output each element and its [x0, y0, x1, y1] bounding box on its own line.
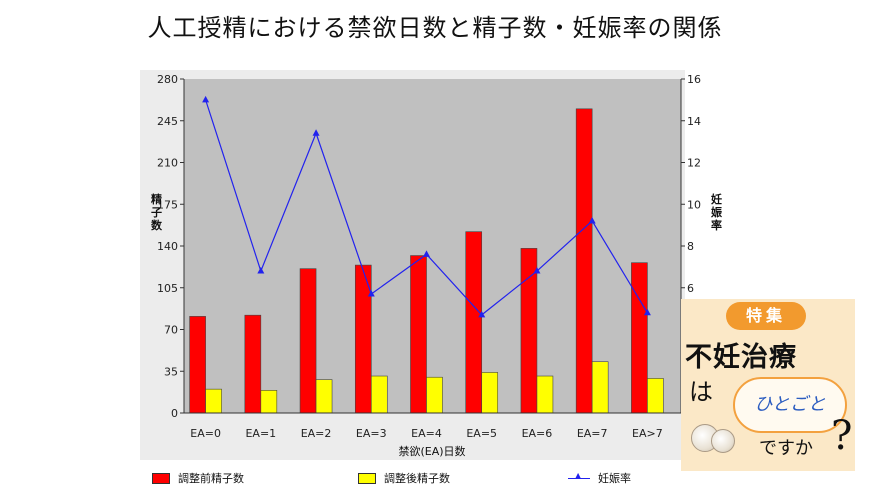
- x-tick-label: EA=5: [466, 427, 497, 440]
- x-tick-label: EA=3: [356, 427, 387, 440]
- rate-point: [312, 129, 320, 136]
- legend-item-before: 調整前精子数: [152, 470, 244, 486]
- rate-point: [423, 250, 430, 257]
- y-axis-label: 精子数: [151, 192, 163, 232]
- rate-point: [478, 310, 486, 318]
- rate-point: [367, 290, 375, 297]
- rate-point: [202, 95, 210, 103]
- cell-illustration: [711, 429, 735, 453]
- x-tick-label: EA=6: [522, 427, 553, 440]
- badge-main-text: 不妊治療: [685, 342, 797, 373]
- bar-before: [410, 255, 427, 414]
- plot-area: [184, 79, 681, 413]
- page-title: 人工授精における禁欲日数と精子数・妊娠率の関係: [147, 14, 723, 42]
- y2-tick-label: 14: [687, 115, 701, 128]
- legend-item-rate: 妊娠率: [568, 470, 631, 486]
- legend-line-icon: [568, 471, 590, 483]
- rate-point: [257, 267, 265, 274]
- rate-point: [588, 216, 596, 224]
- bar-after: [370, 375, 388, 414]
- rate-point: [643, 308, 651, 316]
- x-tick-label: EA=1: [245, 427, 276, 440]
- x-tick-label: EA=4: [411, 427, 442, 440]
- y2-tick-label: 10: [687, 198, 701, 211]
- y2-tick-label: 12: [687, 157, 701, 170]
- legend-label-before: 調整前精子数: [178, 472, 244, 485]
- y-tick-label: 245: [157, 115, 178, 128]
- x-tick-label: EA>7: [632, 427, 663, 440]
- feature-badge: 特集 不妊治療 は ひとごと ですか ?: [681, 299, 855, 471]
- y-tick-label: 280: [157, 73, 178, 86]
- bar-after: [426, 376, 443, 414]
- legend-label-after: 調整後精子数: [384, 472, 450, 485]
- y-tick-label: 0: [171, 407, 178, 420]
- question-mark: ?: [831, 413, 853, 459]
- y-tick-label: 35: [164, 365, 178, 378]
- legend-swatch-red: [152, 472, 170, 484]
- y2-tick-label: 6: [687, 282, 694, 295]
- bar-after: [205, 388, 222, 414]
- y2-axis-label: 妊娠率: [710, 192, 723, 232]
- bar-before: [465, 231, 483, 414]
- bar-before: [244, 314, 262, 414]
- x-tick-label: EA=0: [190, 427, 221, 440]
- x-axis-label: 禁欲(EA)日数: [398, 444, 465, 458]
- bar-after: [647, 378, 664, 414]
- y-tick-label: 105: [157, 282, 178, 295]
- legend-item-after: 調整後精子数: [358, 470, 450, 486]
- y-tick-label: 210: [157, 157, 178, 170]
- y-tick-label: 175: [157, 198, 178, 211]
- x-tick-label: EA=7: [577, 427, 608, 440]
- badge-tag: 特集: [726, 302, 806, 330]
- rate-point: [533, 267, 541, 274]
- bar-after: [591, 361, 609, 414]
- badge-speech-bubble: ひとごと: [733, 377, 847, 433]
- bar-before: [631, 262, 648, 414]
- bar-after: [536, 375, 554, 414]
- y-tick-label: 70: [164, 324, 178, 337]
- y-tick-label: 140: [157, 240, 178, 253]
- bar-after: [260, 390, 278, 414]
- bar-after: [315, 379, 333, 414]
- badge-tail-text: ですか: [759, 438, 813, 459]
- bar-after: [481, 372, 499, 414]
- x-tick-label: EA=2: [301, 427, 332, 440]
- y2-tick-label: 8: [687, 240, 694, 253]
- bar-before: [575, 108, 593, 414]
- legend-label-rate: 妊娠率: [598, 472, 631, 485]
- legend-swatch-yellow: [358, 472, 376, 484]
- bar-before: [189, 316, 206, 414]
- y2-tick-label: 16: [687, 73, 701, 86]
- bar-before: [299, 268, 317, 414]
- badge-particle: は: [689, 378, 713, 406]
